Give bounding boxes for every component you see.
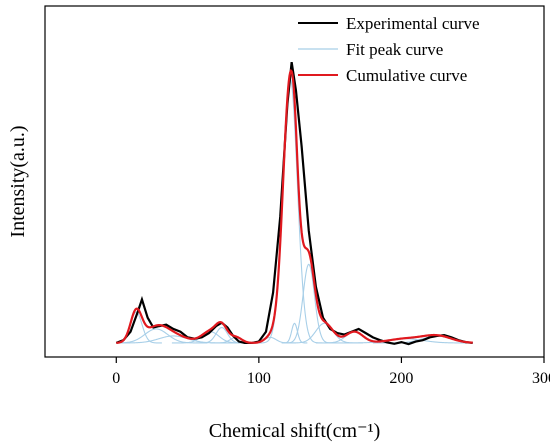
axes: 0 100 200 300 <box>44 5 550 387</box>
x-tick-label: 100 <box>247 370 271 387</box>
plot-frame <box>44 5 545 358</box>
legend-experimental-label: Experimental curve <box>346 14 480 33</box>
cumulative-curve <box>116 68 473 344</box>
fit-peak-10 <box>283 263 335 344</box>
legend-cumulative-label: Cumulative curve <box>346 66 467 85</box>
legend-fit-peak-label: Fit peak curve <box>346 40 443 59</box>
fit-peak-2 <box>116 328 208 344</box>
legend: Experimental curve Fit peak curve Cumulati… <box>298 14 480 85</box>
plot-area <box>115 61 473 346</box>
y-axis-label: Intensity(a.u.) <box>7 125 29 237</box>
x-tick-label: 200 <box>389 370 413 387</box>
fit-peak-8 <box>258 77 323 344</box>
x-axis-label: Chemical shift(cm⁻¹) <box>209 420 381 442</box>
x-tick-label: 300 <box>532 370 550 387</box>
fit-peak-5 <box>196 326 248 344</box>
x-tick-label: 0 <box>112 370 120 387</box>
